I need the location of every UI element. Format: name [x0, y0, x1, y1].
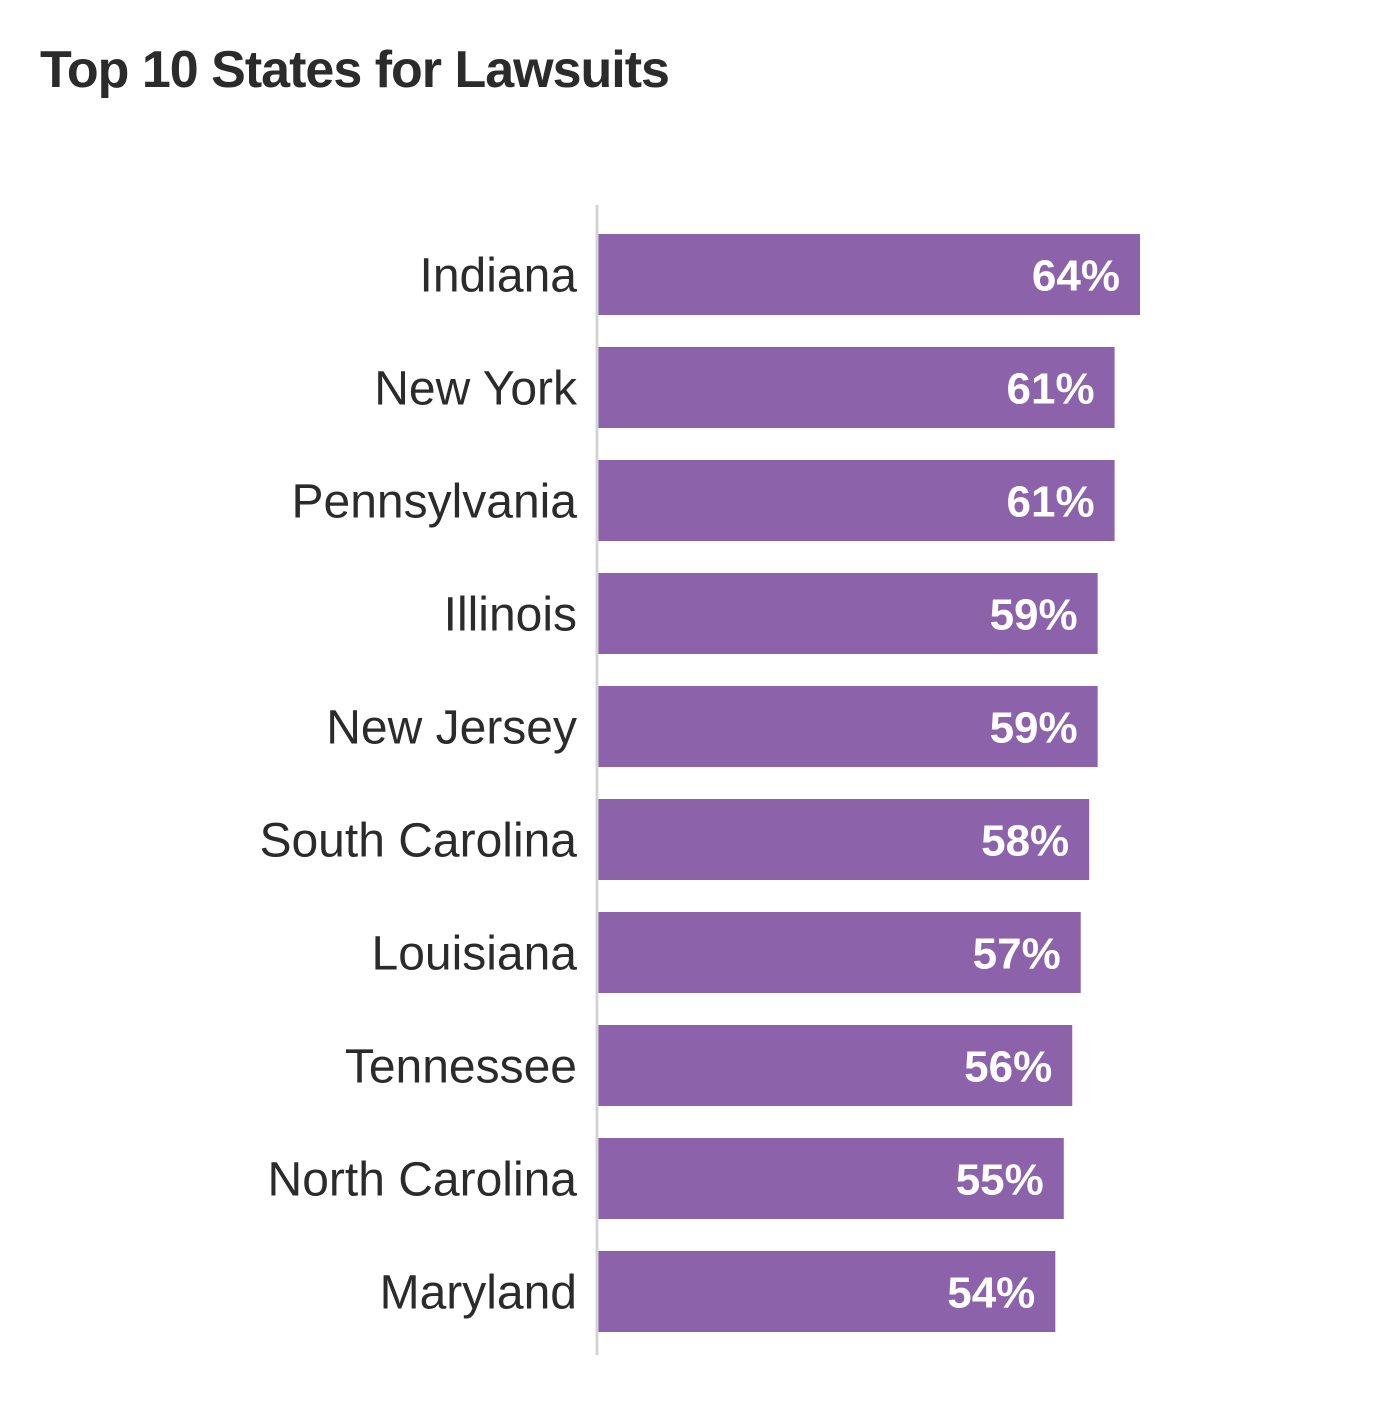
- bar-indiana: [598, 234, 1140, 315]
- bar-illinois: [598, 573, 1098, 654]
- bar-south-carolina: [598, 799, 1090, 880]
- category-label: Tennessee: [345, 1041, 577, 1094]
- bar-new-york: [598, 347, 1115, 428]
- chart-title: Top 10 States for Lawsuits: [40, 41, 670, 99]
- value-label: 64%: [1032, 252, 1120, 301]
- value-label: 57%: [973, 930, 1061, 979]
- bar-louisiana: [598, 912, 1081, 993]
- category-label: New Jersey: [326, 702, 577, 755]
- value-label: 61%: [1007, 365, 1095, 414]
- value-label: 59%: [990, 591, 1078, 640]
- category-label: Maryland: [380, 1267, 577, 1320]
- category-label: Louisiana: [372, 928, 578, 981]
- value-label: 61%: [1007, 478, 1095, 527]
- category-label: South Carolina: [259, 815, 577, 868]
- bar-pennsylvania: [598, 460, 1115, 541]
- bar-maryland: [598, 1251, 1056, 1332]
- category-label: Illinois: [444, 589, 577, 642]
- bars-layer: [598, 234, 1140, 1332]
- category-labels: Indiana New York Pennsylvania Illinois New J…: [259, 250, 578, 1320]
- category-label: Pennsylvania: [291, 476, 577, 529]
- bar-north-carolina: [598, 1138, 1064, 1219]
- value-label: 56%: [964, 1043, 1052, 1092]
- value-label: 58%: [981, 817, 1069, 866]
- category-label: North Carolina: [268, 1154, 578, 1207]
- value-labels: 64% 61% 61% 59% 59% 58% 57% 56% 55% 54%: [947, 252, 1120, 1318]
- value-label: 54%: [947, 1269, 1035, 1318]
- value-label: 59%: [990, 704, 1078, 753]
- value-label: 55%: [956, 1156, 1044, 1205]
- bar-new-jersey: [598, 686, 1098, 767]
- bar-tennessee: [598, 1025, 1073, 1106]
- category-label: Indiana: [420, 250, 578, 303]
- category-label: New York: [374, 363, 578, 416]
